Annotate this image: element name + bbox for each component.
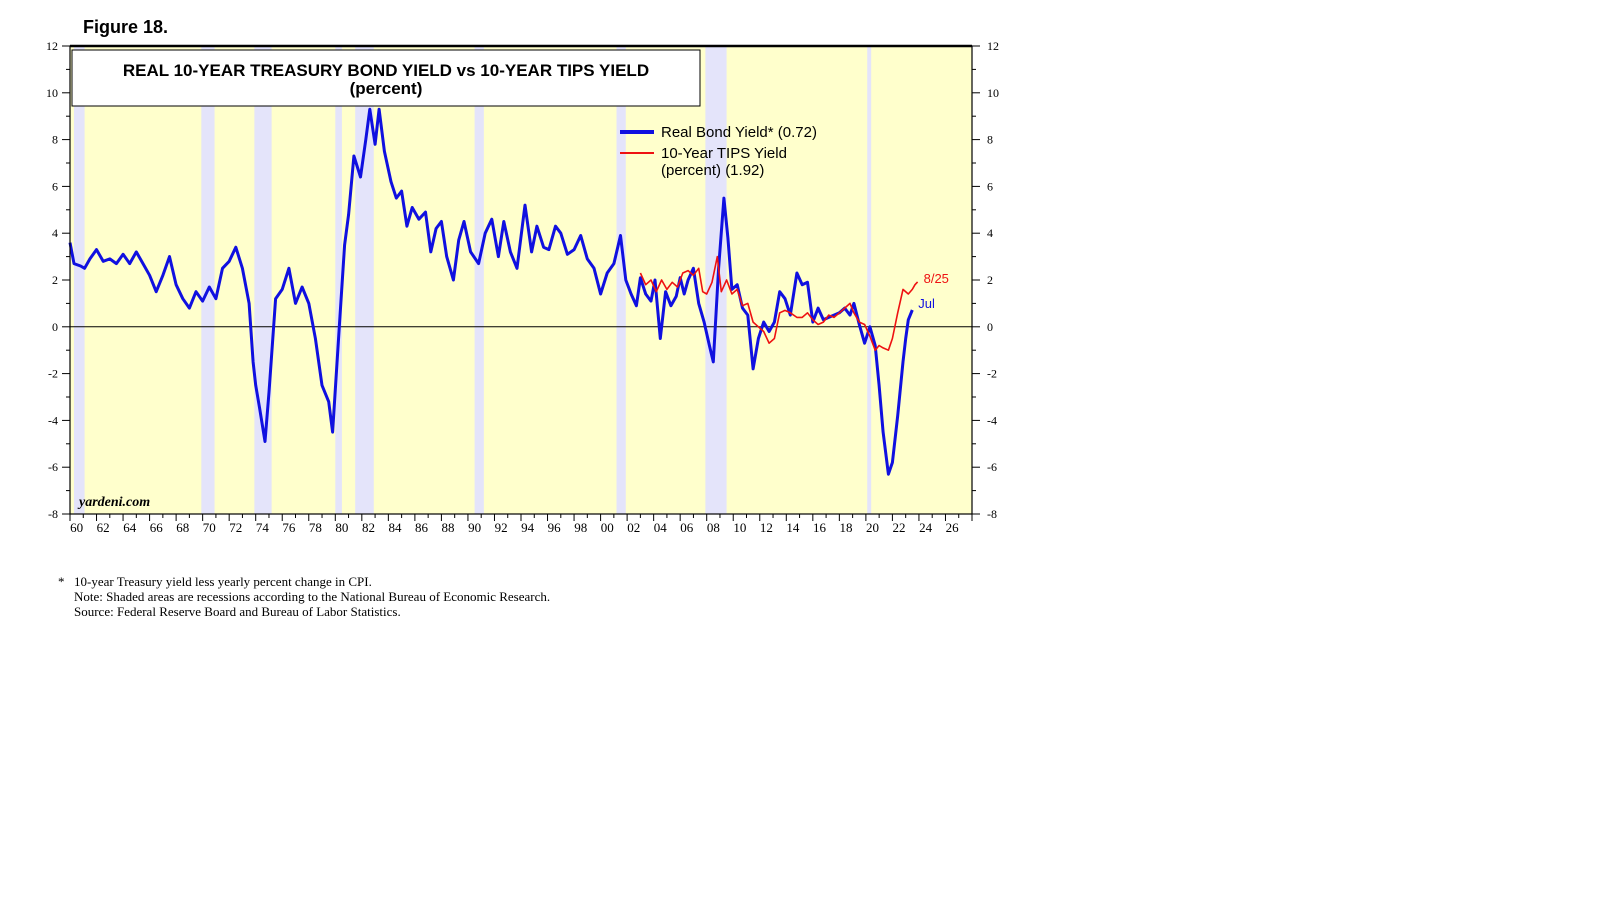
x-tick-label: 74 xyxy=(256,520,270,535)
y-tick-label-left: -6 xyxy=(48,460,58,474)
y-tick-label-left: -4 xyxy=(48,413,58,427)
y-tick-label-right: -4 xyxy=(987,413,997,427)
recession-band xyxy=(201,46,215,514)
y-tick-label-right: 8 xyxy=(987,133,993,147)
footnote-definition: 10-year Treasury yield less yearly perce… xyxy=(74,574,372,589)
y-tick-label-right: -6 xyxy=(987,460,997,474)
x-tick-label: 14 xyxy=(786,520,800,535)
x-tick-label: 84 xyxy=(388,520,402,535)
y-tick-label-right: 12 xyxy=(987,39,999,53)
y-tick-label-left: 8 xyxy=(52,133,58,147)
footnotes: * 10-year Treasury yield less yearly perc… xyxy=(58,574,550,619)
y-tick-label-right: 10 xyxy=(987,86,999,100)
x-tick-label: 04 xyxy=(654,520,668,535)
x-tick-label: 26 xyxy=(946,520,960,535)
y-tick-label-right: 4 xyxy=(987,226,993,240)
tips-end-label: 8/25 xyxy=(924,271,949,286)
chart-subtitle: (percent) xyxy=(350,79,423,98)
tips-yield-line xyxy=(639,255,919,351)
x-tick-label: 60 xyxy=(70,520,83,535)
x-tick-label: 12 xyxy=(760,520,773,535)
x-tick-label: 06 xyxy=(680,520,694,535)
x-tick-label: 94 xyxy=(521,520,535,535)
y-tick-label-left: -2 xyxy=(48,367,58,381)
x-tick-label: 02 xyxy=(627,520,640,535)
recession-band xyxy=(254,46,272,514)
footnote-star: * xyxy=(58,574,65,589)
x-tick-label: 00 xyxy=(601,520,614,535)
real-bond-end-label: Jul xyxy=(918,296,935,311)
y-tick-label-right: 2 xyxy=(987,273,993,287)
x-tick-label: 98 xyxy=(574,520,587,535)
x-tick-label: 62 xyxy=(97,520,110,535)
figure-label: Figure 18. xyxy=(83,17,169,37)
x-tick-label: 92 xyxy=(495,520,508,535)
y-tick-label-right: -2 xyxy=(987,367,997,381)
recession-band xyxy=(474,46,484,514)
x-tick-label: 90 xyxy=(468,520,481,535)
recession-band xyxy=(73,46,85,514)
x-tick-label: 22 xyxy=(893,520,906,535)
x-tick-label: 18 xyxy=(839,520,852,535)
legend-label-tips: 10-Year TIPS Yield xyxy=(661,145,787,162)
y-tick-label-left: 0 xyxy=(52,320,58,334)
legend-label-real-bond: Real Bond Yield* (0.72) xyxy=(661,124,817,141)
x-tick-label: 20 xyxy=(866,520,879,535)
recession-band xyxy=(705,46,727,514)
real-bond-yield-line xyxy=(68,107,914,476)
x-tick-label: 68 xyxy=(176,520,189,535)
y-tick-label-left: 12 xyxy=(46,39,58,53)
recession-band xyxy=(867,46,872,514)
recession-band xyxy=(355,46,374,514)
chart-title: REAL 10-YEAR TREASURY BOND YIELD vs 10-Y… xyxy=(123,61,649,80)
y-tick-label-left: 2 xyxy=(52,273,58,287)
x-tick-label: 76 xyxy=(282,520,296,535)
recession-band xyxy=(335,46,342,514)
footnote-source: Source: Federal Reserve Board and Bureau… xyxy=(74,604,401,619)
x-tick-label: 88 xyxy=(442,520,455,535)
x-tick-label: 86 xyxy=(415,520,429,535)
x-tick-label: 82 xyxy=(362,520,375,535)
x-tick-label: 70 xyxy=(203,520,216,535)
footnote-note: Note: Shaded areas are recessions accord… xyxy=(74,589,551,604)
x-tick-label: 16 xyxy=(813,520,827,535)
x-tick-label: 24 xyxy=(919,520,933,535)
x-tick-label: 64 xyxy=(123,520,137,535)
watermark: yardeni.com xyxy=(77,495,150,510)
y-tick-label-left: -8 xyxy=(48,507,58,521)
title-box xyxy=(71,49,701,107)
x-tick-label: 72 xyxy=(229,520,242,535)
y-tick-label-left: 4 xyxy=(52,226,58,240)
y-tick-label-right: -8 xyxy=(987,507,997,521)
y-tick-label-right: 6 xyxy=(987,179,993,193)
x-tick-label: 80 xyxy=(335,520,348,535)
y-tick-label-left: 10 xyxy=(46,86,58,100)
x-tick-label: 10 xyxy=(733,520,746,535)
y-tick-label-left: 6 xyxy=(52,179,58,193)
y-tick-label-right: 0 xyxy=(987,320,993,334)
x-tick-label: 66 xyxy=(150,520,164,535)
legend-label-tips-line2: (percent) (1.92) xyxy=(661,162,764,179)
x-tick-label: 78 xyxy=(309,520,322,535)
x-tick-label: 96 xyxy=(548,520,562,535)
recession-band xyxy=(616,46,626,514)
x-tick-label: 08 xyxy=(707,520,720,535)
